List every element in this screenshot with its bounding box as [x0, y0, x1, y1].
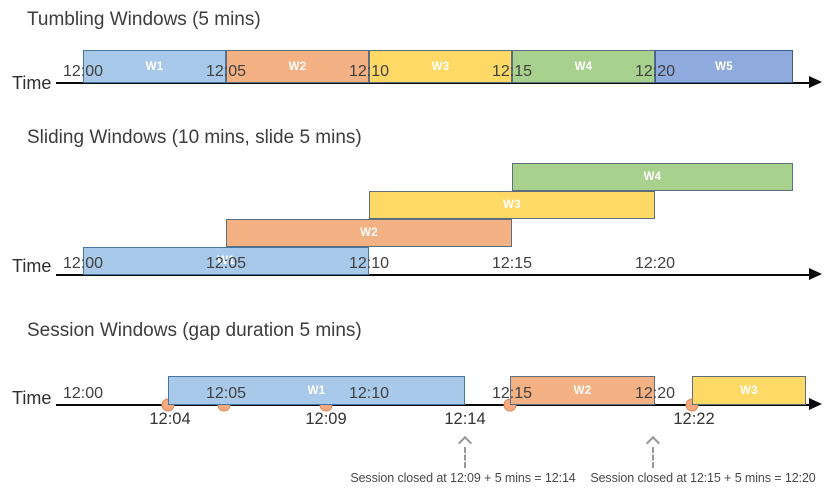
- event-time-label: 12:04: [149, 410, 191, 428]
- session-windows-window-w3: W3: [692, 376, 806, 405]
- tumbling-windows-window-w5: W5: [655, 50, 793, 83]
- time-axis-label: Time: [12, 73, 52, 93]
- tick-label: 12:05: [205, 63, 247, 80]
- window-label: W1: [307, 384, 326, 397]
- tick-label: 12:00: [62, 385, 104, 402]
- sliding-windows-window-w4: W4: [512, 163, 793, 191]
- sliding-windows-window-w1: W1: [83, 247, 369, 275]
- arrow-dashed-stem: [464, 447, 466, 468]
- tumbling-windows-window-w4: W4: [512, 50, 655, 83]
- window-label: W2: [360, 227, 378, 239]
- window-label: W4: [574, 60, 593, 73]
- time-axis-line: [56, 82, 811, 84]
- section-title: Sliding Windows (10 mins, slide 5 mins): [27, 127, 362, 148]
- window-label: W2: [288, 60, 307, 73]
- annotation-arrow: [645, 435, 661, 469]
- tick-label: 12:20: [634, 385, 676, 402]
- sliding-windows-window-w2: W2: [226, 219, 512, 247]
- event-time-label: 12:22: [673, 410, 715, 428]
- session-windows-window-w1: W1: [168, 376, 465, 405]
- window-label: W1: [145, 60, 164, 73]
- window-label: W2: [573, 384, 592, 397]
- annotation-text: Session closed at 12:15 + 5 mins = 12:20: [590, 471, 816, 485]
- time-axis-label: Time: [12, 388, 52, 408]
- time-axis-label: Time: [12, 256, 52, 276]
- time-axis-arrowhead: [809, 398, 822, 410]
- time-axis-arrowhead: [809, 76, 822, 88]
- event-time-label: 12:14: [444, 410, 486, 428]
- tick-label: 12:10: [348, 63, 390, 80]
- annotation-text: Session closed at 12:09 + 5 mins = 12:14: [350, 471, 576, 485]
- tick-label: 12:00: [62, 255, 104, 272]
- tick-label: 12:20: [634, 63, 676, 80]
- tick-label: 12:20: [634, 255, 676, 272]
- window-label: W3: [431, 60, 450, 73]
- arrow-dashed-stem: [652, 447, 654, 468]
- window-label: W4: [643, 171, 662, 183]
- window-label: W3: [503, 199, 521, 211]
- window-label: W3: [740, 384, 758, 397]
- tick-label: 12:15: [491, 385, 533, 402]
- tick-label: 12:10: [348, 385, 390, 402]
- session-windows-window-w2: W2: [510, 376, 655, 405]
- tumbling-windows-window-w3: W3: [369, 50, 512, 83]
- tick-label: 12:15: [491, 255, 533, 272]
- time-axis-arrowhead: [809, 268, 822, 280]
- event-time-label: 12:09: [305, 410, 347, 428]
- time-axis-line: [56, 274, 811, 276]
- tick-label: 12:00: [62, 63, 104, 80]
- window-label: W1: [217, 255, 235, 267]
- sliding-windows-window-w3: W3: [369, 191, 655, 219]
- time-axis-line: [56, 404, 811, 406]
- section-title: Session Windows (gap duration 5 mins): [27, 320, 362, 341]
- window-label: W5: [715, 60, 733, 73]
- section-title: Tumbling Windows (5 mins): [27, 9, 261, 30]
- tick-label: 12:10: [348, 255, 390, 272]
- tumbling-windows-window-w1: W1: [83, 50, 226, 83]
- tick-label: 12:05: [205, 385, 247, 402]
- tumbling-windows-window-w2: W2: [226, 50, 369, 83]
- tick-label: 12:05: [205, 255, 247, 272]
- annotation-arrow: [457, 435, 473, 469]
- tick-label: 12:15: [491, 63, 533, 80]
